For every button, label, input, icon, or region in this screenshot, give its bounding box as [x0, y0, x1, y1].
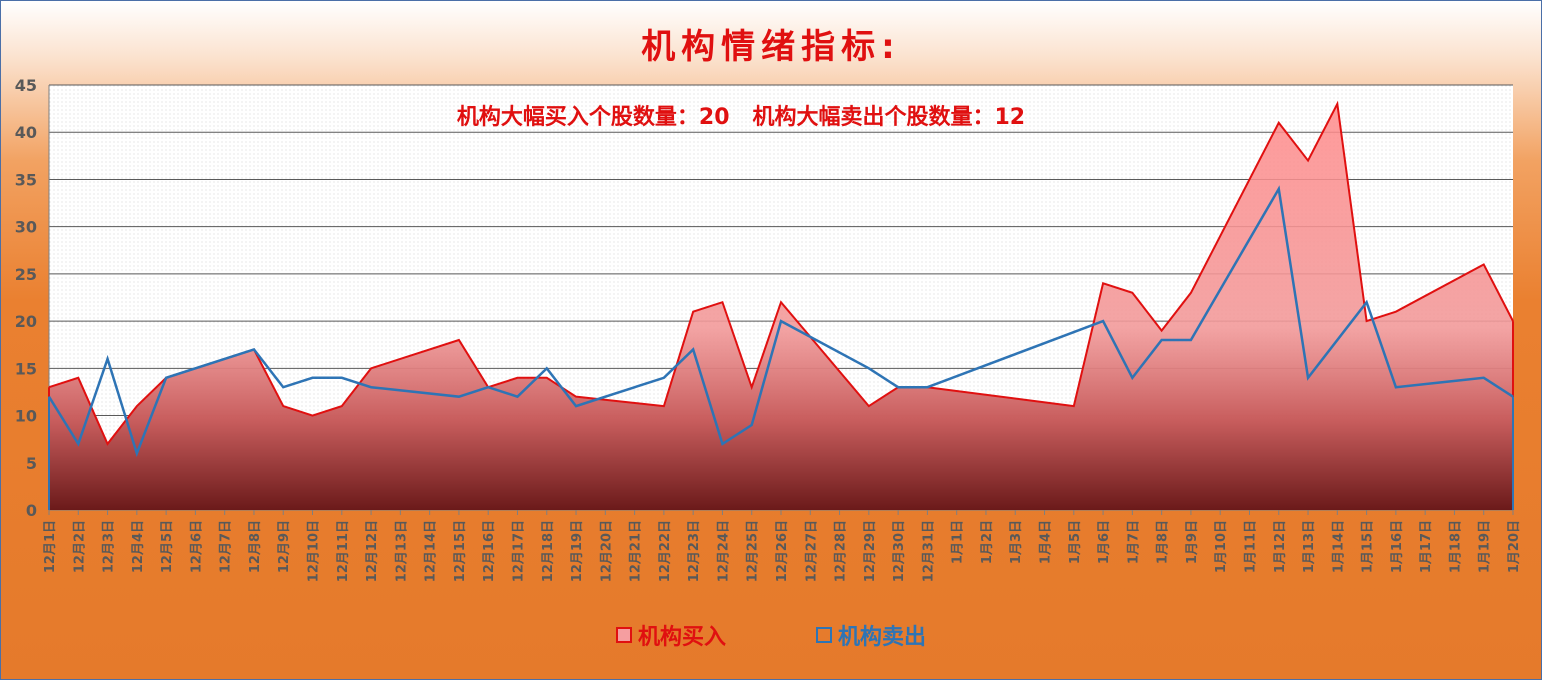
x-tick-label: 12月15日 — [453, 520, 468, 582]
x-tick-label: 12月20日 — [599, 520, 614, 582]
y-tick-label: 30 — [15, 218, 37, 237]
x-tick-label: 1月16日 — [1390, 520, 1405, 573]
x-tick-label: 1月18日 — [1448, 520, 1463, 573]
x-tick-label: 12月4日 — [131, 520, 146, 573]
x-tick-label: 1月7日 — [1126, 520, 1141, 564]
x-tick-label: 12月9日 — [277, 520, 292, 573]
legend-swatch-sell — [816, 627, 832, 643]
legend-label-buy: 机构买入 — [637, 625, 726, 650]
x-tick-label: 12月24日 — [716, 520, 731, 582]
y-tick-label: 45 — [15, 76, 37, 95]
y-axis-ticks: 0 5 10 15 20 25 30 35 40 45 — [15, 76, 37, 520]
x-tick-label: 12月6日 — [189, 520, 204, 573]
legend-label-sell: 机构卖出 — [838, 625, 927, 650]
x-tick-label: 12月14日 — [424, 520, 439, 582]
x-tick-label: 1月1日 — [951, 520, 966, 564]
x-tick-label: 12月18日 — [541, 520, 556, 582]
x-tick-label: 12月27日 — [804, 520, 819, 582]
y-tick-label: 15 — [15, 359, 37, 378]
x-tick-label: 1月5日 — [1068, 520, 1083, 564]
y-tick-label: 25 — [15, 265, 37, 284]
x-tick-label: 12月26日 — [775, 520, 790, 582]
x-tick-label: 12月11日 — [336, 520, 351, 582]
x-tick-label: 12月22日 — [658, 520, 673, 582]
x-tick-label: 1月19日 — [1478, 520, 1493, 573]
x-tick-label: 12月2日 — [72, 520, 87, 573]
buy-series-line — [48, 100, 1514, 446]
x-tick-label: 12月5日 — [160, 520, 175, 573]
x-tick-label: 12月30日 — [892, 520, 907, 582]
x-tick-label: 1月4日 — [1039, 520, 1054, 564]
legend-swatch-buy — [615, 627, 632, 643]
y-tick-label: 20 — [15, 312, 37, 331]
sell-series-line — [47, 185, 1514, 458]
x-tick-label: 12月28日 — [834, 520, 849, 582]
y-tick-label: 35 — [15, 170, 37, 189]
x-tick-label: 1月2日 — [980, 520, 995, 564]
x-axis-ticks: 12月1日 12月2日 12月3日 12月4日 12月5日 12月6日 12月7日 12月8日… — [43, 510, 1522, 582]
x-tick-label: 1月15日 — [1361, 520, 1376, 573]
x-tick-label: 1月11日 — [1243, 520, 1258, 573]
legend-item-buy[interactable]: 机构买入 — [615, 619, 726, 651]
x-tick-label: 12月21日 — [629, 520, 644, 582]
x-tick-label: 1月12日 — [1273, 520, 1288, 573]
y-tick-label: 10 — [15, 407, 37, 426]
x-tick-label: 1月3日 — [1009, 520, 1024, 564]
x-tick-label: 12月13日 — [394, 520, 409, 582]
buy-area-fill — [49, 103, 1513, 510]
x-tick-label: 1月17日 — [1419, 520, 1434, 573]
y-tick-label: 5 — [26, 454, 37, 473]
x-tick-label: 1月14日 — [1331, 520, 1346, 573]
x-tick-label: 12月25日 — [746, 520, 761, 582]
x-tick-label: 12月7日 — [219, 520, 234, 573]
x-tick-label: 12月19日 — [570, 520, 585, 582]
x-tick-label: 12月23日 — [687, 520, 702, 582]
x-tick-label: 1月13日 — [1302, 520, 1317, 573]
x-tick-label: 12月16日 — [482, 520, 497, 582]
legend-item-sell[interactable]: 机构卖出 — [816, 619, 926, 651]
chart-annotation: 机构大幅买入个股数量：20 机构大幅卖出个股数量：12 — [457, 104, 1025, 130]
x-tick-label: 1月9日 — [1185, 520, 1200, 564]
y-tick-label: 40 — [15, 123, 37, 142]
sell-line — [47, 185, 1514, 510]
x-tick-label: 12月17日 — [511, 520, 526, 582]
x-tick-label: 12月10日 — [307, 520, 322, 582]
x-tick-label: 1月10日 — [1214, 520, 1229, 573]
y-tick-label: 0 — [26, 501, 37, 520]
chart-legend: 机构买入 机构卖出 — [1, 619, 1541, 651]
x-tick-label: 1月20日 — [1507, 520, 1522, 573]
chart-title: 机构情绪指标: — [641, 27, 901, 67]
x-tick-label: 12月29日 — [863, 520, 878, 582]
x-tick-label: 1月6日 — [1097, 520, 1112, 564]
x-tick-label: 1月8日 — [1156, 520, 1171, 564]
x-tick-label: 12月12日 — [365, 520, 380, 582]
x-tick-label: 12月31日 — [921, 520, 936, 582]
x-tick-label: 12月3日 — [102, 520, 117, 573]
x-tick-label: 12月1日 — [43, 520, 58, 573]
x-tick-label: 12月8日 — [248, 520, 263, 573]
